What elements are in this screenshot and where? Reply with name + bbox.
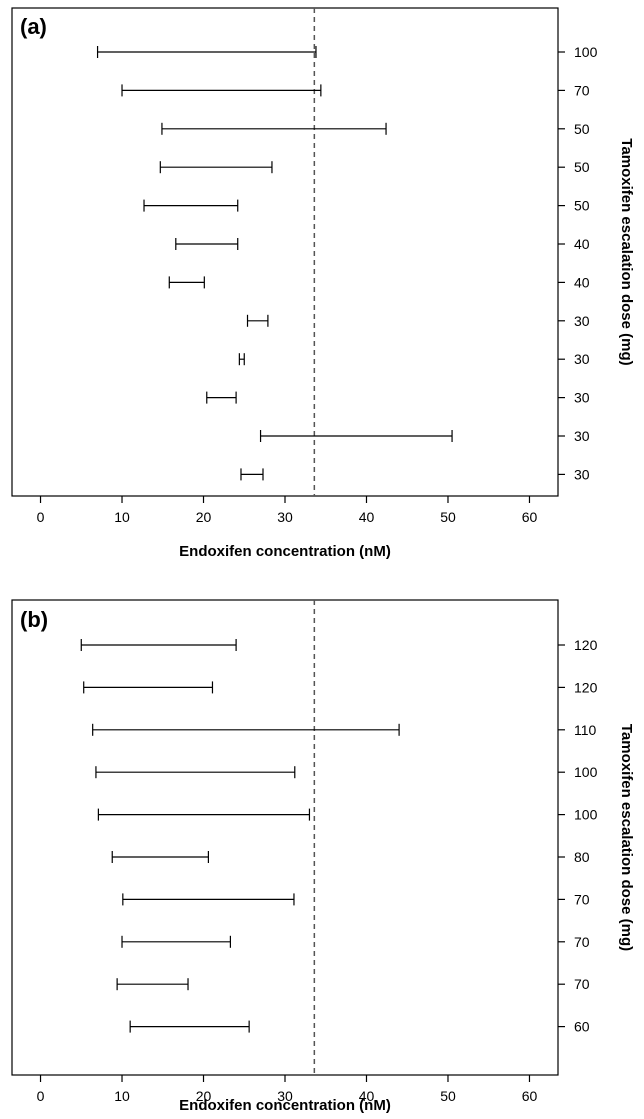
x-tick-label: 20: [196, 509, 212, 525]
y-tick-label: 40: [574, 236, 590, 252]
y-tick-label: 60: [574, 1019, 590, 1035]
y-tick-label: 80: [574, 849, 590, 865]
y-tick-label: 70: [574, 82, 590, 98]
panel-label: (b): [20, 607, 48, 632]
y-tick-label: 50: [574, 121, 590, 137]
y-tick-label: 40: [574, 274, 590, 290]
y-tick-label: 30: [574, 466, 590, 482]
y-tick-label: 100: [574, 764, 598, 780]
y-tick-label: 70: [574, 934, 590, 950]
x-tick-label: 10: [114, 509, 130, 525]
y-tick-label: 110: [574, 722, 597, 738]
x-tick-label: 30: [277, 1088, 293, 1104]
plot-frame: [11, 7, 559, 497]
x-tick-label: 60: [522, 509, 538, 525]
y-tick-label: 50: [574, 198, 590, 214]
x-tick-label: 0: [37, 509, 45, 525]
x-tick-label: 50: [440, 509, 456, 525]
y-tick-label: 30: [574, 390, 590, 406]
y-tick-label: 70: [574, 976, 590, 992]
y-tick-label: 30: [574, 313, 590, 329]
y-tick-label: 50: [574, 159, 590, 175]
y-axis-title: Tamoxifen escalation dose (mg): [618, 138, 635, 365]
x-tick-label: 20: [196, 1088, 212, 1104]
y-tick-label: 100: [574, 44, 598, 60]
x-tick-label: 40: [359, 509, 375, 525]
plot-frame: [11, 599, 559, 1076]
x-axis-title: Endoxifen concentration (nM): [179, 1097, 391, 1114]
chart-panel-b: (b) 0 10 20 30 40 50 60 Endoxifen concentration …: [11, 599, 635, 1114]
panel-label: (a): [20, 14, 47, 39]
x-axis-title: Endoxifen concentration (nM): [179, 543, 391, 560]
chart-panel-a: (a) 0 10 20 30 40 50 60 Endoxifen concentration …: [11, 7, 635, 560]
x-tick-label: 10: [114, 1088, 130, 1104]
y-tick-label: 120: [574, 679, 598, 695]
y-tick-label: 120: [574, 637, 598, 653]
y-tick-label: 100: [574, 807, 598, 823]
y-axis-title: Tamoxifen escalation dose (mg): [618, 724, 635, 951]
x-tick-label: 0: [37, 1088, 45, 1104]
x-tick-label: 50: [440, 1088, 456, 1104]
y-tick-label: 30: [574, 351, 590, 367]
y-tick-label: 30: [574, 428, 590, 444]
y-tick-label: 70: [574, 891, 590, 907]
x-tick-label: 40: [359, 1088, 375, 1104]
x-tick-label: 30: [277, 509, 293, 525]
x-tick-label: 60: [522, 1088, 538, 1104]
